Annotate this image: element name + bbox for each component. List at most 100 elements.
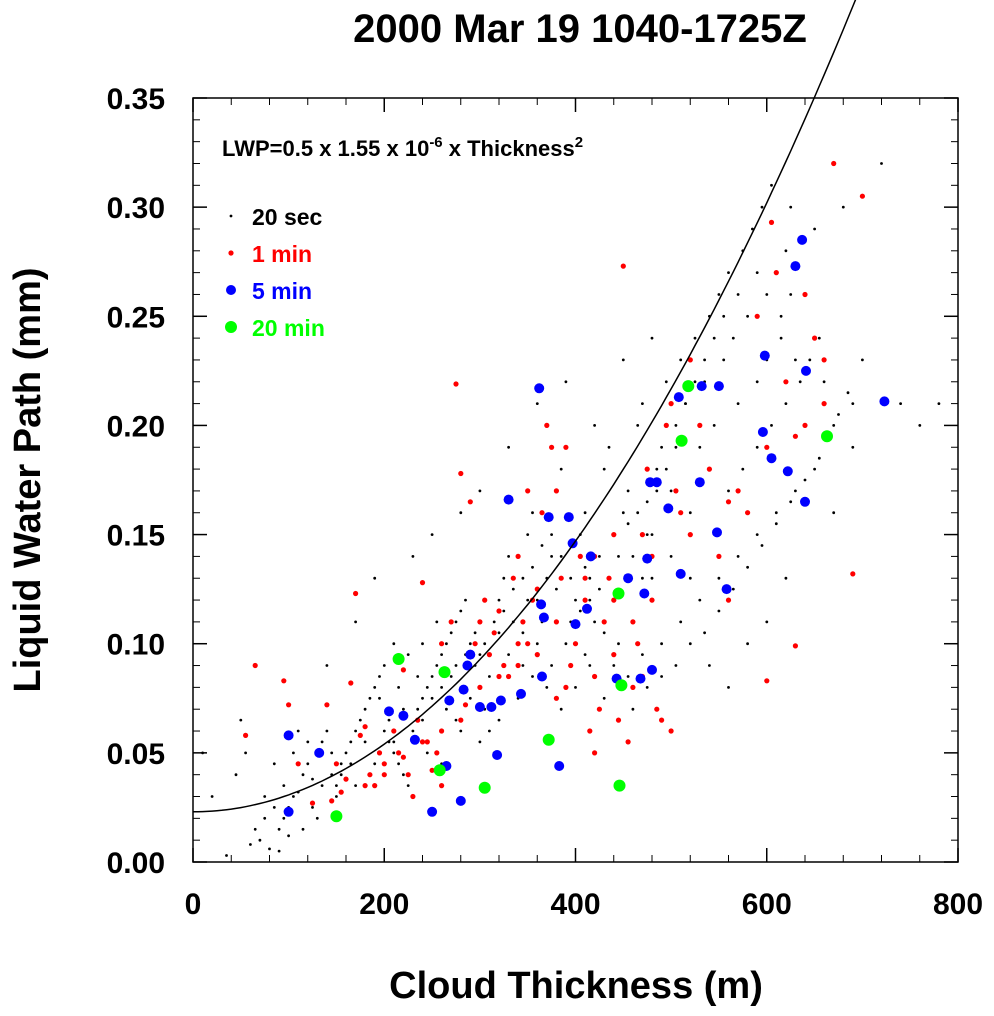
- data-point-series-0: [779, 314, 783, 318]
- data-point-series-1: [673, 488, 679, 494]
- data-point-series-2: [570, 619, 581, 630]
- data-point-series-0: [803, 478, 807, 482]
- data-point-series-0: [918, 424, 922, 427]
- data-point-series-0: [378, 675, 381, 678]
- data-point-series-0: [330, 751, 334, 755]
- data-point-series-0: [588, 598, 592, 602]
- data-point-series-0: [650, 576, 654, 580]
- data-point-series-0: [402, 707, 405, 711]
- data-point-series-2: [694, 477, 705, 488]
- data-point-series-0: [454, 718, 458, 722]
- data-point-series-2: [538, 612, 549, 623]
- data-point-series-1: [391, 728, 397, 734]
- data-point-series-0: [287, 834, 290, 838]
- data-point-series-1: [434, 750, 440, 756]
- data-point-series-1: [439, 728, 445, 734]
- y-axis-label: Liquid Water Path (mm): [7, 267, 49, 692]
- data-point-series-0: [459, 511, 463, 515]
- data-point-series-0: [402, 773, 405, 777]
- data-point-series-0: [717, 293, 721, 296]
- data-point-series-1: [663, 422, 669, 428]
- data-point-series-0: [688, 511, 692, 515]
- data-point-series-2: [465, 649, 476, 660]
- data-point-series-2: [398, 710, 409, 721]
- data-point-series-0: [841, 205, 845, 209]
- data-point-series-0: [301, 827, 305, 831]
- data-point-series-0: [789, 293, 793, 296]
- data-point-series-0: [789, 205, 793, 209]
- data-point-series-0: [846, 391, 850, 395]
- data-point-series-0: [335, 784, 338, 787]
- data-point-series-1: [410, 793, 416, 800]
- data-point-series-2: [384, 706, 394, 717]
- data-point-series-0: [468, 696, 472, 700]
- data-point-series-0: [817, 336, 821, 340]
- data-point-series-1: [324, 702, 330, 708]
- data-point-series-1: [496, 608, 502, 614]
- data-point-series-0: [540, 544, 544, 547]
- data-point-series-0: [794, 358, 797, 362]
- data-point-series-1: [525, 641, 531, 647]
- data-point-series-1: [458, 470, 464, 477]
- data-point-series-0: [789, 500, 793, 504]
- data-point-series-1: [439, 783, 445, 789]
- data-point-series-1: [592, 750, 598, 756]
- data-point-series-1: [458, 717, 464, 723]
- data-point-series-0: [755, 271, 759, 274]
- data-point-series-0: [382, 729, 386, 733]
- data-point-series-3: [392, 653, 405, 665]
- data-point-series-1: [587, 728, 593, 734]
- data-point-series-2: [623, 573, 634, 584]
- data-point-series-0: [483, 642, 487, 646]
- data-point-series-0: [832, 424, 836, 427]
- data-point-series-1: [376, 750, 383, 756]
- data-point-series-0: [225, 854, 228, 857]
- data-point-series-0: [731, 587, 735, 591]
- data-point-series-0: [535, 642, 539, 646]
- data-point-series-1: [754, 313, 760, 319]
- data-point-series-1: [501, 662, 507, 669]
- data-point-series-1: [831, 160, 837, 167]
- data-point-series-0: [631, 707, 635, 711]
- data-point-series-1: [496, 673, 502, 680]
- data-point-series-0: [703, 358, 706, 362]
- data-point-series-0: [397, 762, 400, 766]
- data-point-series-0: [244, 751, 248, 755]
- data-point-series-0: [406, 784, 410, 787]
- data-point-series-2: [712, 527, 722, 538]
- data-point-series-0: [588, 664, 592, 667]
- data-point-series-0: [746, 642, 749, 646]
- data-point-series-0: [588, 576, 592, 580]
- data-point-series-0: [292, 751, 295, 755]
- data-point-series-1: [506, 673, 512, 680]
- data-point-series-2: [534, 383, 545, 394]
- data-point-series-0: [354, 784, 357, 787]
- data-point-series-0: [660, 642, 663, 646]
- data-point-series-1: [764, 444, 770, 450]
- data-point-series-0: [411, 729, 415, 733]
- data-point-series-1: [482, 597, 488, 603]
- data-point-series-3: [682, 380, 695, 393]
- data-point-series-1: [792, 433, 799, 439]
- data-point-series-0: [358, 718, 362, 722]
- data-point-series-0: [741, 467, 745, 471]
- data-point-series-0: [626, 675, 630, 678]
- data-point-series-0: [650, 336, 654, 340]
- data-point-series-1: [558, 575, 564, 581]
- data-point-series-0: [837, 413, 840, 416]
- data-point-series-0: [311, 777, 314, 781]
- data-point-series-1: [553, 695, 560, 701]
- data-point-series-0: [798, 380, 802, 384]
- data-point-series-2: [516, 688, 526, 699]
- data-point-series-1: [706, 466, 713, 472]
- data-point-series-1: [725, 597, 732, 603]
- data-point-series-1: [606, 575, 612, 581]
- data-point-series-1: [362, 783, 368, 789]
- data-point-series-3: [433, 764, 446, 777]
- data-point-series-1: [654, 706, 660, 712]
- data-point-series-1: [448, 619, 454, 625]
- data-point-series-1: [419, 739, 426, 745]
- data-point-series-0: [712, 336, 716, 340]
- data-point-series-1: [429, 767, 435, 773]
- data-point-series-1: [850, 571, 856, 577]
